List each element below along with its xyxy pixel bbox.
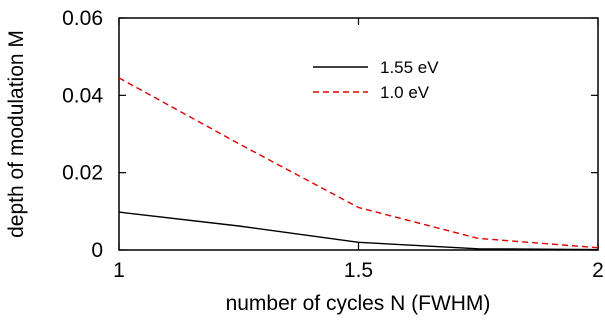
series-layer — [118, 77, 599, 251]
x-tick-label: 1 — [113, 259, 125, 282]
y-tick-label: 0.04 — [62, 84, 103, 107]
plot-frame — [118, 17, 599, 251]
y-axis-ticks: 0 0.02 0.04 0.06 — [62, 7, 598, 262]
series-line-1-0-ev — [118, 77, 599, 249]
x-axis-ticks: 1 1.5 2 — [113, 18, 604, 282]
legend: 1.55 eV 1.0 eV — [313, 58, 439, 102]
x-axis-label: number of cycles N (FWHM) — [226, 292, 491, 315]
x-tick-label: 2 — [592, 259, 604, 282]
y-tick-label: 0.02 — [62, 162, 103, 185]
x-tick-label: 1.5 — [344, 259, 373, 282]
series-line-1-55-ev — [118, 211, 599, 251]
y-axis-label: depth of modulation M — [5, 30, 28, 238]
legend-label: 1.55 eV — [380, 58, 439, 77]
y-tick-label: 0.06 — [62, 7, 103, 30]
y-tick-label: 0 — [91, 239, 103, 262]
legend-label: 1.0 eV — [380, 83, 430, 102]
